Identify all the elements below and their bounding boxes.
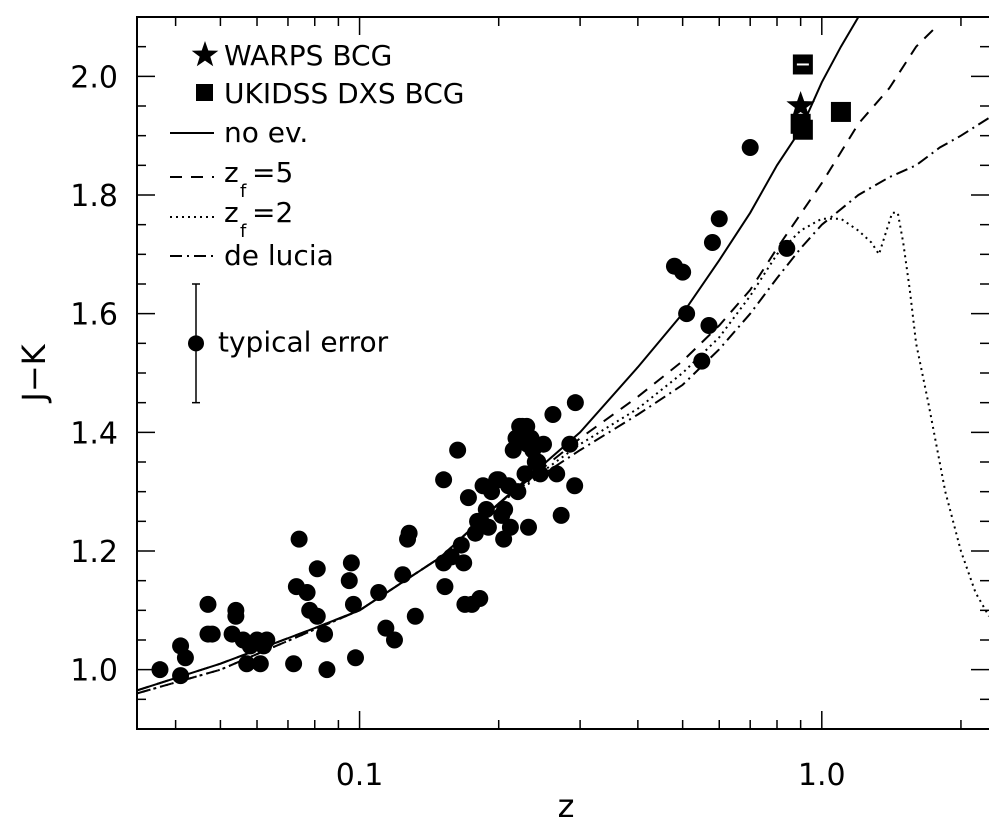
y-tick-label: 1.4 xyxy=(70,416,118,451)
data-point xyxy=(199,595,217,613)
data-point xyxy=(741,139,759,157)
model-curves xyxy=(137,17,989,695)
legend-label-zf5-prefix: z xyxy=(224,156,239,189)
data-point xyxy=(435,471,453,489)
data-point xyxy=(344,595,362,613)
star-marker-icon xyxy=(191,41,219,67)
data-point xyxy=(703,233,721,251)
legend-label-delucia: de lucia xyxy=(224,239,334,272)
data-point xyxy=(459,489,477,507)
data-point xyxy=(455,554,473,572)
data-point xyxy=(400,524,418,542)
plot-frame xyxy=(136,16,989,730)
x-tick-label: 1.0 xyxy=(798,758,846,793)
data-point xyxy=(340,572,358,590)
data-point xyxy=(544,406,562,424)
legend-label-zf5: =5 xyxy=(252,156,293,189)
legend-item-zf2: z f =2 xyxy=(170,196,293,242)
data-point xyxy=(227,607,245,625)
data-point xyxy=(552,506,570,524)
data-point xyxy=(700,317,718,335)
legend-item-delucia: de lucia xyxy=(170,239,334,272)
high-z-bcgs xyxy=(786,54,851,140)
legend-label-noev: no ev. xyxy=(224,116,308,149)
data-point xyxy=(548,465,566,483)
legend-label-zf2-prefix: z xyxy=(224,196,239,229)
data-point xyxy=(566,477,584,495)
data-point xyxy=(203,625,221,643)
data-point xyxy=(693,352,711,370)
data-point xyxy=(251,655,269,673)
data-point xyxy=(531,465,549,483)
data-point xyxy=(308,607,326,625)
legend-label-zf2: =2 xyxy=(252,196,293,229)
data-point xyxy=(678,305,696,323)
data-point xyxy=(509,483,527,501)
data-point xyxy=(778,239,796,257)
legend-item-warps: WARPS BCG xyxy=(191,39,392,72)
dxs-bcg-point xyxy=(792,119,813,140)
typical-error-bar: typical error xyxy=(188,283,389,404)
warps-bcg-point xyxy=(786,91,815,119)
data-point xyxy=(674,263,692,281)
y-tick-label: 1.6 xyxy=(70,298,118,333)
data-point xyxy=(258,631,276,649)
data-point xyxy=(172,667,190,685)
legend-label-warps: WARPS BCG xyxy=(224,39,392,72)
legend-item-dxs: UKIDSS DXS BCG xyxy=(196,77,465,110)
data-point xyxy=(516,465,534,483)
y-axis-label: J−K xyxy=(15,343,53,403)
data-point xyxy=(385,631,403,649)
dxs-bcg-point xyxy=(830,101,851,122)
legend-label-typical-error: typical error xyxy=(218,325,389,358)
square-marker-icon xyxy=(196,84,213,101)
legend-label-zf2-subscript: f xyxy=(240,221,247,242)
legend-item-noev: no ev. xyxy=(170,116,308,149)
y-tick-label: 2.0 xyxy=(70,60,118,95)
data-point xyxy=(501,518,519,536)
data-point xyxy=(308,560,326,578)
legend-label-zf5-subscript: f xyxy=(240,181,247,202)
data-point xyxy=(452,536,470,554)
y-tick-label: 1.0 xyxy=(70,654,118,689)
data-point xyxy=(471,589,489,607)
data-point xyxy=(347,649,365,667)
bcg-points xyxy=(151,139,796,685)
data-point xyxy=(316,625,334,643)
y-tick-label: 1.2 xyxy=(70,535,118,570)
legend-label-dxs: UKIDSS DXS BCG xyxy=(224,77,465,110)
data-point xyxy=(290,530,308,548)
data-point xyxy=(394,566,412,584)
data-point xyxy=(176,649,194,667)
data-point xyxy=(342,554,360,572)
data-point xyxy=(449,441,467,459)
data-point xyxy=(285,655,303,673)
data-point xyxy=(520,518,538,536)
y-tick-label: 1.8 xyxy=(70,179,118,214)
data-point xyxy=(535,435,553,453)
data-point xyxy=(298,584,316,602)
data-point xyxy=(370,584,388,602)
x-tick-label: 0.1 xyxy=(336,758,384,793)
x-axis-label: z xyxy=(558,787,575,821)
legend: WARPS BCG UKIDSS DXS BCG no ev. z f =5 z… xyxy=(170,39,465,404)
data-point xyxy=(238,655,256,673)
data-point xyxy=(477,500,495,518)
data-point xyxy=(151,661,169,679)
legend-item-zf5: z f =5 xyxy=(170,156,293,202)
data-point xyxy=(561,435,579,453)
data-point xyxy=(436,578,454,596)
error-bar-dot-icon xyxy=(188,335,204,352)
data-point xyxy=(406,607,424,625)
data-point xyxy=(710,210,728,228)
curve-delucia xyxy=(137,117,989,695)
data-point xyxy=(566,394,584,412)
data-point xyxy=(496,500,514,518)
data-point xyxy=(479,518,497,536)
data-point xyxy=(318,661,336,679)
tick-labels: 0.1 1.0 1.0 1.2 1.4 1.6 1.8 2.0 xyxy=(70,60,845,793)
data-point xyxy=(377,619,395,637)
